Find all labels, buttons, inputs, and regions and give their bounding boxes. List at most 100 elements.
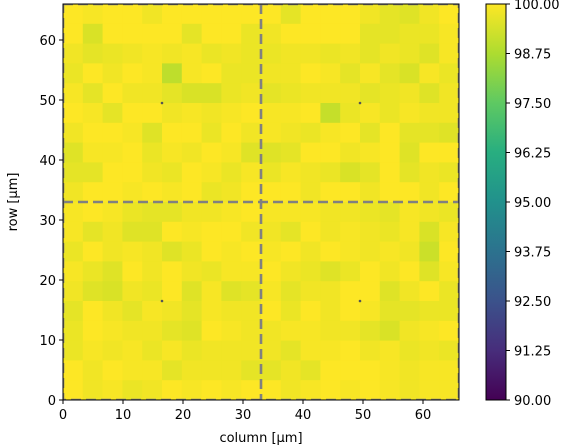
heatmap-cell	[280, 103, 301, 124]
heatmap-cell	[221, 301, 242, 322]
heatmap-cell	[399, 162, 420, 183]
heatmap-cell	[419, 281, 440, 302]
heatmap-cell	[221, 380, 242, 401]
heatmap-cell	[360, 63, 381, 84]
y-tick-label: 20	[39, 274, 56, 289]
heatmap-cell	[320, 281, 341, 302]
heatmap-cell	[63, 301, 84, 322]
heatmap-cell	[340, 83, 361, 104]
heatmap-cell	[280, 142, 301, 163]
heatmap-cell	[399, 301, 420, 322]
heatmap-cell	[439, 380, 460, 401]
heatmap-cell	[241, 4, 262, 25]
heatmap-cell	[221, 360, 242, 381]
heatmap-cell	[300, 281, 321, 302]
heatmap-cell	[162, 43, 183, 64]
heatmap-cell	[261, 320, 282, 341]
heatmap-cell	[360, 122, 381, 143]
heatmap-cell	[261, 122, 282, 143]
heatmap-cell	[340, 241, 361, 262]
heatmap-cell	[102, 142, 123, 163]
heatmap-cell	[241, 340, 262, 361]
heatmap-cell	[181, 103, 202, 124]
heatmap-cell	[419, 142, 440, 163]
heatmap-cell	[379, 241, 400, 262]
heatmap-cell	[102, 261, 123, 282]
heatmap-cell	[261, 261, 282, 282]
heatmap-cell	[142, 281, 163, 302]
heatmap-cell	[162, 202, 183, 223]
heatmap-cell	[280, 241, 301, 262]
heatmap-cell	[439, 122, 460, 143]
heatmap-cell	[439, 301, 460, 322]
heatmap-cell	[241, 83, 262, 104]
heatmap-cell	[320, 182, 341, 203]
colorbar-tick-label: 100.00	[514, 0, 560, 13]
heatmap-cell	[261, 340, 282, 361]
heatmap-cell	[241, 301, 262, 322]
heatmap-cell	[162, 103, 183, 124]
heatmap-cell	[399, 261, 420, 282]
heatmap-cell	[142, 261, 163, 282]
heatmap-cell	[261, 63, 282, 84]
heatmap-cell	[379, 142, 400, 163]
marker-dot	[358, 299, 362, 303]
heatmap-cell	[439, 103, 460, 124]
heatmap-cell	[439, 261, 460, 282]
heatmap-cell	[122, 301, 143, 322]
heatmap-cell	[300, 63, 321, 84]
heatmap-cell	[102, 241, 123, 262]
heatmap-cell	[300, 182, 321, 203]
heatmap-cell	[162, 281, 183, 302]
heatmap-cell	[241, 182, 262, 203]
heatmap-cell	[320, 301, 341, 322]
heatmap-cell	[82, 83, 103, 104]
heatmap-cell	[320, 320, 341, 341]
heatmap-cell	[142, 380, 163, 401]
heatmap-cell	[340, 142, 361, 163]
heatmap-cell	[201, 360, 222, 381]
x-tick-label: 20	[175, 408, 192, 423]
heatmap-cell	[82, 202, 103, 223]
heatmap-cell	[439, 4, 460, 25]
heatmap-cell	[261, 43, 282, 64]
x-tick-label: 40	[295, 408, 312, 423]
heatmap-cell	[122, 23, 143, 44]
colorbar-tick-label: 97.50	[514, 97, 551, 112]
heatmap-cell	[419, 301, 440, 322]
heatmap-cell	[241, 261, 262, 282]
heatmap-cell	[221, 4, 242, 25]
heatmap-cell	[300, 142, 321, 163]
heatmap-cell	[280, 360, 301, 381]
heatmap-cell	[320, 4, 341, 25]
heatmap-cell	[379, 83, 400, 104]
heatmap-cell	[162, 221, 183, 242]
heatmap-cell	[122, 162, 143, 183]
heatmap-cell	[340, 182, 361, 203]
heatmap-cell	[82, 360, 103, 381]
heatmap-cell	[122, 63, 143, 84]
heatmap-cell	[201, 103, 222, 124]
heatmap-cell	[419, 380, 440, 401]
heatmap-cell	[261, 162, 282, 183]
heatmap-cell	[82, 320, 103, 341]
heatmap-cell	[300, 4, 321, 25]
heatmap-cell	[340, 340, 361, 361]
heatmap-cell	[300, 261, 321, 282]
heatmap-cell	[439, 340, 460, 361]
heatmap-cell	[181, 221, 202, 242]
heatmap-cell	[340, 4, 361, 25]
heatmap-cell	[142, 221, 163, 242]
heatmap-cell	[379, 340, 400, 361]
heatmap-cell	[142, 301, 163, 322]
x-axis-ticks: 0 10 20 30 40 50 60	[59, 400, 431, 423]
heatmap-cell	[82, 4, 103, 25]
heatmap-cell	[280, 182, 301, 203]
heatmap-cell	[102, 182, 123, 203]
heatmap-cell	[340, 202, 361, 223]
heatmap-cell	[439, 83, 460, 104]
heatmap-cell	[142, 320, 163, 341]
heatmap-cell	[419, 261, 440, 282]
heatmap-cell	[181, 340, 202, 361]
heatmap-cell	[181, 202, 202, 223]
